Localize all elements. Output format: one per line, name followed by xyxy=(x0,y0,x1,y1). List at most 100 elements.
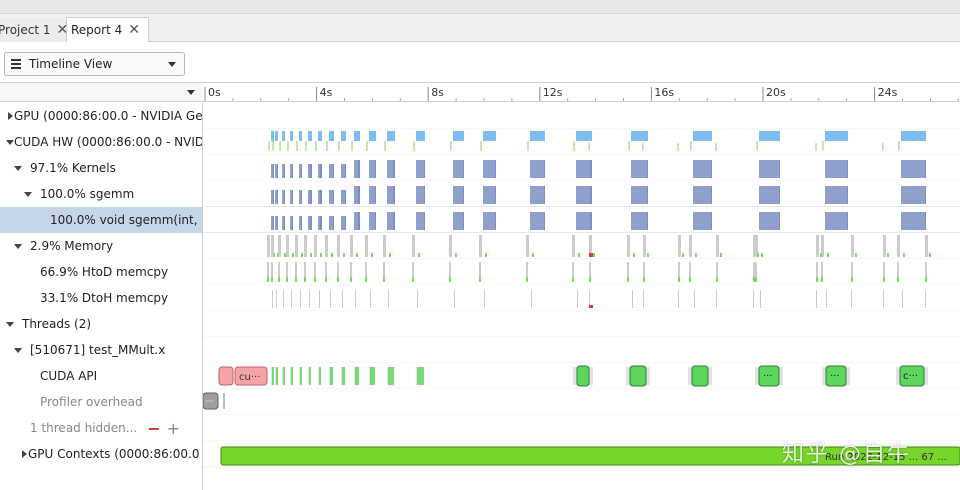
cuda-api-call xyxy=(629,365,647,387)
tree-row-label: 33.1% DtoH memcpy xyxy=(40,291,169,305)
htod-copy-bar xyxy=(897,262,899,282)
expanded-arrow-icon[interactable] xyxy=(24,190,32,198)
htod-marker xyxy=(689,277,691,282)
htod-marker xyxy=(295,277,297,282)
cuda-api-call xyxy=(330,367,333,385)
tree-row[interactable]: CUDA HW (0000:86:00.0 - NVIDIA xyxy=(0,129,202,155)
cuda-api-call xyxy=(342,367,345,385)
htod-marker xyxy=(412,277,414,282)
memory-htod-marker xyxy=(720,253,722,257)
kernel-bar xyxy=(387,160,395,178)
tree-row[interactable]: GPU Contexts (0000:86:00.0 - NVI xyxy=(0,441,202,467)
htod-copy-bar xyxy=(716,262,718,282)
kernel-bar xyxy=(299,216,302,230)
tree-row[interactable]: 1 thread hidden... − + xyxy=(0,415,202,441)
htod-copy-bar xyxy=(267,262,269,282)
kernel-bar xyxy=(416,160,425,178)
memory-copy-bar xyxy=(350,235,353,257)
memory-htod-marker xyxy=(532,253,534,257)
htod-marker xyxy=(755,277,757,282)
cuda-api-call xyxy=(758,365,780,387)
cuda-api-call-label: ··· xyxy=(830,371,840,382)
tab-project-1[interactable]: Project 1 ✕ xyxy=(0,18,77,42)
memory-dtoh-marker xyxy=(589,253,593,257)
cuda-api-call xyxy=(899,365,925,387)
timeline-row xyxy=(203,389,960,415)
dtoh-copy-bar xyxy=(276,290,277,308)
tree-row[interactable]: CUDA API xyxy=(0,363,202,389)
dtoh-copy-bar xyxy=(716,290,717,308)
tree-row[interactable]: Profiler overhead xyxy=(0,389,202,415)
hw-kernel-block xyxy=(530,131,545,141)
htod-marker xyxy=(821,277,823,282)
kernel-bar xyxy=(341,190,346,204)
hw-kernel-block xyxy=(318,131,322,141)
expanded-arrow-icon[interactable] xyxy=(6,320,14,328)
expanded-arrow-icon[interactable] xyxy=(14,164,22,172)
memory-htod-marker xyxy=(827,253,829,257)
hw-kernel-block xyxy=(631,131,648,141)
memory-copy-bar xyxy=(278,235,281,257)
dtoh-copy-bar xyxy=(272,290,273,308)
tree-row[interactable]: GPU (0000:86:00.0 - NVIDIA GeFo xyxy=(0,103,202,129)
timeline-canvas[interactable]: cu··· ··· ··· c··· ··· Run 2022-12-15 ... 67 … xyxy=(203,103,960,490)
time-ruler[interactable]: 0s 4s 8s 12s 16s 20s 24s xyxy=(203,82,960,102)
memory-copy-bar xyxy=(897,235,900,257)
dtoh-copy-bar xyxy=(816,290,817,308)
htod-marker xyxy=(897,277,899,282)
htod-copy-bar xyxy=(350,262,352,282)
ruler-label: 20s xyxy=(766,86,786,99)
timeline-view-select[interactable]: Timeline View xyxy=(4,52,185,76)
tree-row-label: Threads (2) xyxy=(22,317,92,331)
kernel-bar xyxy=(387,212,395,230)
htod-copy-bar xyxy=(753,262,755,282)
expanded-arrow-icon[interactable] xyxy=(14,242,22,250)
hw-kernel-block xyxy=(453,131,464,141)
kernel-bar xyxy=(282,216,285,230)
expanded-arrow-icon[interactable] xyxy=(14,346,22,354)
memory-copy-bar xyxy=(627,235,630,257)
tree-row[interactable]: 97.1% Kernels xyxy=(0,155,202,181)
htod-marker xyxy=(716,277,718,282)
ruler-label: 12s xyxy=(543,86,563,99)
close-icon[interactable]: ✕ xyxy=(128,22,140,38)
htod-marker xyxy=(365,277,367,282)
chevron-down-icon[interactable] xyxy=(187,90,195,95)
htod-copy-bar xyxy=(883,262,885,282)
hw-kernel-block xyxy=(759,131,780,141)
kernel-bar xyxy=(416,186,425,204)
kernel-bar xyxy=(308,164,312,178)
memory-copy-bar xyxy=(883,235,886,257)
tree-row-label: 1 thread hidden... xyxy=(30,421,138,435)
row-tree: GPU (0000:86:00.0 - NVIDIA GeFo CUDA HW (… xyxy=(0,103,203,490)
hw-kernel-block xyxy=(369,131,376,141)
tree-row[interactable]: 33.1% DtoH memcpy xyxy=(0,285,202,311)
kernel-bar xyxy=(825,212,848,230)
tab-report-4[interactable]: Report 4 ✕ xyxy=(66,17,149,42)
collapse-thread-button[interactable]: − xyxy=(147,418,161,438)
tree-row-label: 97.1% Kernels xyxy=(30,161,116,175)
tree-row[interactable]: 100.0% sgemm xyxy=(0,181,202,207)
tree-row[interactable]: 2.9% Memory xyxy=(0,233,202,259)
show-thread-button[interactable]: + xyxy=(166,418,181,438)
hw-kernel-block xyxy=(387,131,395,141)
gpu-context-bar xyxy=(220,446,960,466)
kernel-bar xyxy=(271,190,274,204)
kernel-bar xyxy=(369,212,376,230)
htod-copy-bar xyxy=(643,262,645,282)
htod-copy-bar xyxy=(572,262,574,282)
tree-row-label: CUDA API xyxy=(40,369,98,383)
tree-row[interactable]: 66.9% HtoD memcpy xyxy=(0,259,202,285)
tree-header[interactable] xyxy=(0,82,203,102)
cuda-api-call xyxy=(576,365,590,387)
tree-row[interactable]: 100.0% void sgemm(int, int xyxy=(0,207,202,233)
close-icon[interactable]: ✕ xyxy=(56,22,69,38)
tree-row[interactable]: Threads (2) xyxy=(0,311,202,337)
htod-marker xyxy=(383,277,385,282)
htod-marker xyxy=(643,277,645,282)
hw-kernel-block xyxy=(825,131,848,141)
dtoh-copy-bar xyxy=(388,290,389,308)
tree-row[interactable]: [510671] test_MMult.x xyxy=(0,337,202,363)
kernel-bar xyxy=(290,190,293,204)
memory-copy-bar xyxy=(753,235,756,257)
